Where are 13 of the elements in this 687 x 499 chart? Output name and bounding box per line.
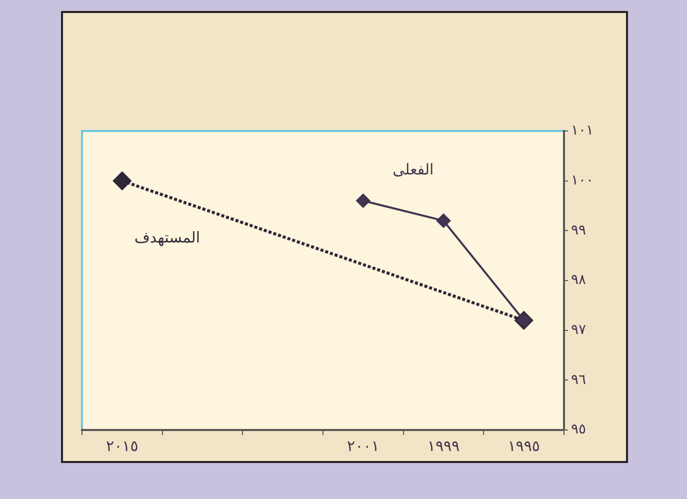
x-tick-label: ٢٠٠١ bbox=[347, 436, 380, 455]
series-label: المستهدف bbox=[134, 228, 200, 247]
y-tick-label: ٩٦ bbox=[571, 372, 586, 388]
y-tick-label: ٩٩ bbox=[571, 222, 586, 238]
y-tick-label: ١٠٠ bbox=[571, 172, 594, 188]
x-tick-label: ١٩٩٩ bbox=[427, 436, 460, 455]
y-tick-label: ٩٨ bbox=[571, 272, 587, 288]
y-tick-label: ٩٧ bbox=[571, 322, 587, 338]
x-tick-label: ١٩٩٥ bbox=[508, 436, 540, 455]
x-tick-label: ٢٠١٥ bbox=[106, 436, 138, 455]
series-label: الفعلى bbox=[392, 160, 434, 179]
y-tick-label: ١٠١ bbox=[571, 122, 594, 139]
y-tick-label: ٩٥ bbox=[571, 422, 586, 438]
